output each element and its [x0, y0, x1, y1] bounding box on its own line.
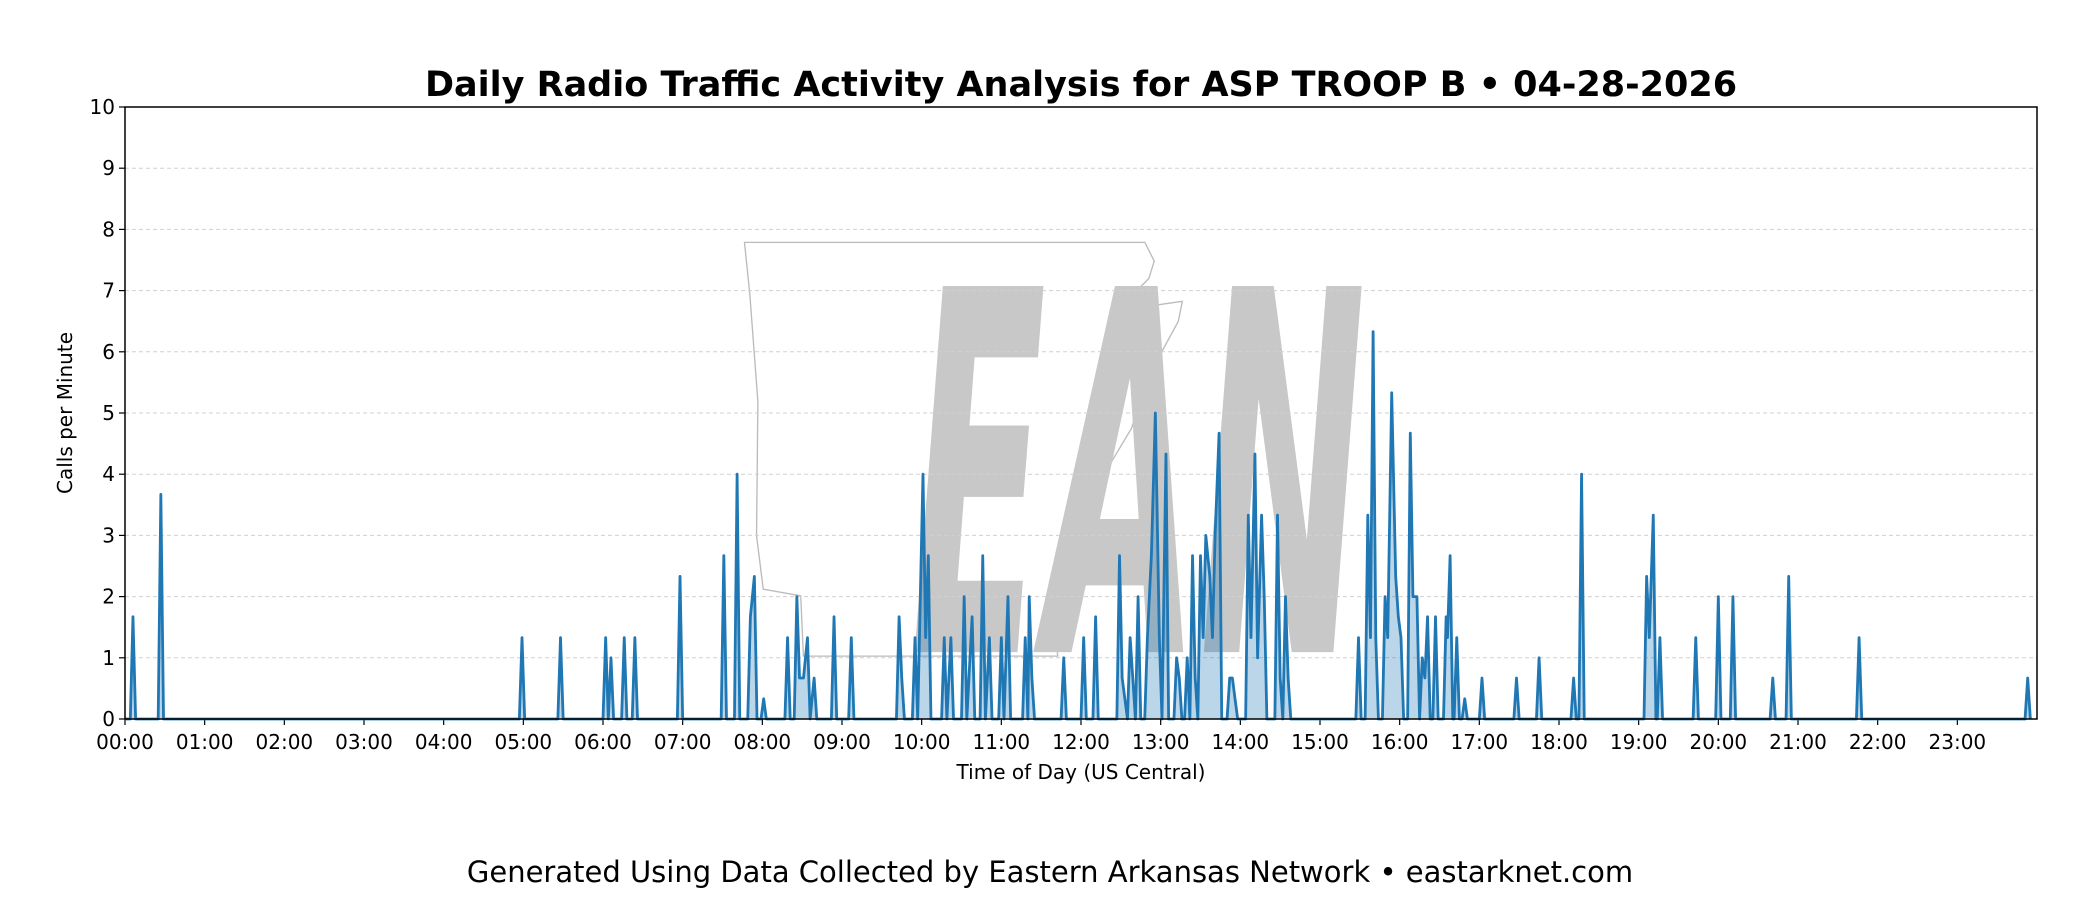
chart-title: Daily Radio Traffic Activity Analysis fo…	[425, 65, 1737, 105]
y-tick-label: 3	[102, 523, 115, 547]
x-tick-label: 22:00	[1849, 730, 1907, 754]
x-tick-label: 13:00	[1132, 730, 1190, 754]
x-tick-label: 06:00	[574, 730, 632, 754]
x-tick-label: 07:00	[654, 730, 712, 754]
x-axis-label: Time of Day (US Central)	[956, 760, 1206, 784]
y-tick-label: 1	[102, 646, 115, 670]
x-tick-label: 14:00	[1212, 730, 1270, 754]
x-tick-label: 19:00	[1610, 730, 1668, 754]
y-tick-label: 7	[102, 279, 115, 303]
x-tick-label: 21:00	[1769, 730, 1827, 754]
x-tick-label: 12:00	[1052, 730, 1110, 754]
x-tick-label: 11:00	[973, 730, 1031, 754]
x-tick-label: 02:00	[256, 730, 314, 754]
x-tick-label: 04:00	[415, 730, 473, 754]
plot-frame	[124, 106, 2038, 720]
x-tick-label: 05:00	[495, 730, 553, 754]
y-tick-label: 9	[102, 156, 115, 180]
x-tick-label: 03:00	[335, 730, 393, 754]
y-tick-label: 6	[102, 340, 115, 364]
footer: Generated Using Data Collected by Easter…	[467, 855, 1633, 889]
y-tick-label: 2	[102, 585, 115, 609]
x-tick-label: 17:00	[1451, 730, 1509, 754]
y-tick-label: 8	[102, 217, 115, 241]
y-tick-label: 5	[102, 401, 115, 425]
x-tick-label: 01:00	[176, 730, 234, 754]
x-tick-label: 09:00	[813, 730, 871, 754]
x-tick-label: 23:00	[1929, 730, 1987, 754]
y-tick-label: 0	[102, 707, 115, 731]
x-tick-label: 15:00	[1291, 730, 1349, 754]
x-tick-label: 16:00	[1371, 730, 1429, 754]
x-tick-label: 08:00	[734, 730, 792, 754]
state-outline	[743, 241, 1184, 657]
y-axis-label: Calls per Minute	[53, 332, 77, 494]
y-tick-label: 4	[102, 462, 115, 486]
y-tick-label: 10	[90, 95, 115, 119]
x-tick-label: 00:00	[96, 730, 154, 754]
x-tick-label: 20:00	[1690, 730, 1748, 754]
x-tick-label: 10:00	[893, 730, 951, 754]
x-tick-label: 18:00	[1530, 730, 1588, 754]
